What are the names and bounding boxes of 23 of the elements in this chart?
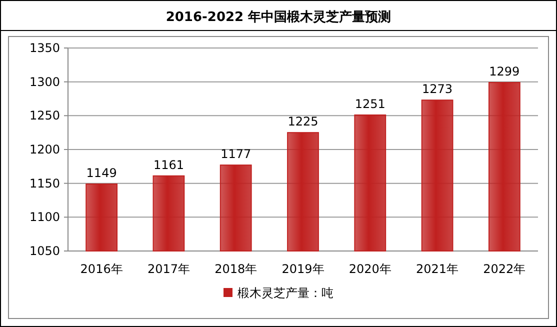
data-label: 1273 [422,82,453,96]
y-tick-label: 1250 [29,108,60,123]
y-tick-label: 1350 [29,41,60,55]
data-label: 1149 [86,166,117,180]
x-tick-label: 2019年 [282,262,324,276]
x-tick-label: 2016年 [80,262,123,276]
y-tick-label: 1300 [29,74,60,89]
y-tick-label: 1100 [29,210,60,224]
legend-label: 椴木灵芝产量：吨 [238,286,334,300]
x-tick-label: 2020年 [348,262,392,276]
y-tick-label: 1200 [29,142,60,156]
data-label: 1177 [220,147,252,162]
x-tick-label: 2017年 [147,262,190,276]
x-tick-label: 2022年 [483,262,526,276]
data-label: 1225 [288,114,318,129]
y-tick-label: 1150 [29,176,60,190]
y-tick-label: 1050 [29,244,60,258]
data-label: 1161 [153,158,184,172]
chart-title: 2016-2022 年中国椴木灵芝产量预测 [166,9,392,25]
data-label: 1251 [354,96,386,111]
data-label: 1299 [489,64,520,79]
x-tick-label: 2021年 [416,262,459,276]
x-tick-label: 2018年 [214,262,258,276]
